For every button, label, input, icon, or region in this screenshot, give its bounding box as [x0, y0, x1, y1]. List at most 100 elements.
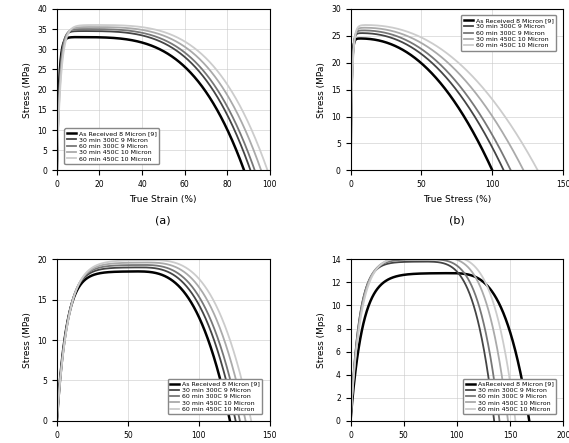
30 min 450C 10 Micron [485, 109, 492, 114]
60 min 450C 10 Micron [205, 289, 212, 295]
30 min 450C 10 Micron [417, 40, 424, 45]
30 min 450C 10 Micron [417, 254, 423, 260]
AsReceived 8 Micron [9] [490, 291, 497, 296]
As Received 8 Micron [9] [73, 35, 80, 40]
Line: 60 min 450C 10 Micron: 60 min 450C 10 Micron [57, 260, 251, 421]
As Received 8 Micron [9] [460, 113, 467, 119]
30 min 450C 10 Micron [347, 168, 354, 173]
60 min 300C 9 Micron [72, 288, 79, 294]
30 min 450C 10 Micron [520, 168, 527, 173]
60 min 300C 9 Micron [463, 274, 470, 280]
60 min 300C 9 Micron [419, 256, 426, 262]
Line: 30 min 450C 10 Micron: 30 min 450C 10 Micron [351, 28, 523, 171]
Y-axis label: Stress (MPa): Stress (MPa) [316, 62, 325, 117]
60 min 300C 9 Micron [200, 301, 207, 307]
30 min 300C 9 Micron [409, 45, 416, 51]
60 min 450C 10 Micron [218, 74, 225, 79]
60 min 450C 10 Micron [139, 257, 146, 263]
30 min 300C 9 Micron [126, 265, 133, 270]
As Received 8 Micron [9] [458, 109, 465, 115]
30 min 300C 9 Micron [347, 168, 354, 173]
30 min 450C 10 Micron [470, 271, 477, 276]
30 min 300C 9 Micron [139, 33, 146, 38]
60 min 300C 9 Micron [347, 418, 354, 424]
60 min 300C 9 Micron [362, 287, 369, 292]
AsReceived 8 Micron [9] [443, 271, 450, 276]
As Received 8 Micron [9] [71, 35, 77, 40]
30 min 300C 9 Micron [208, 85, 215, 90]
30 min 450C 10 Micron [423, 44, 430, 49]
60 min 300C 9 Micron [466, 279, 473, 284]
Line: 60 min 300C 9 Micron: 60 min 300C 9 Micron [351, 259, 500, 421]
Text: (b): (b) [449, 216, 465, 225]
30 min 300C 9 Micron [132, 31, 139, 37]
Line: 30 min 300C 9 Micron: 30 min 300C 9 Micron [351, 33, 504, 171]
30 min 300C 9 Micron [247, 168, 254, 173]
60 min 300C 9 Micron [418, 46, 424, 51]
Text: (a): (a) [155, 216, 171, 225]
60 min 450C 10 Micron [347, 168, 354, 173]
30 min 300C 9 Micron [469, 111, 476, 117]
AsReceived 8 Micron [9] [419, 271, 426, 276]
30 min 300C 9 Micron [462, 281, 469, 287]
60 min 450C 10 Micron [366, 23, 373, 28]
30 min 450C 10 Micron [53, 168, 60, 173]
30 min 300C 9 Micron [72, 290, 79, 295]
60 min 450C 10 Micron [199, 51, 205, 57]
60 min 450C 10 Micron [187, 268, 194, 273]
60 min 450C 10 Micron [430, 253, 437, 258]
60 min 450C 10 Micron [493, 102, 500, 108]
30 min 300C 9 Micron [196, 303, 203, 309]
30 min 300C 9 Micron [75, 28, 81, 34]
30 min 450C 10 Micron [258, 168, 265, 173]
Line: 30 min 450C 10 Micron: 30 min 450C 10 Micron [57, 263, 246, 421]
30 min 300C 9 Micron [490, 418, 497, 424]
30 min 300C 9 Micron [176, 277, 183, 282]
30 min 450C 10 Micron [466, 83, 473, 88]
60 min 450C 10 Micron [73, 286, 80, 291]
30 min 300C 9 Micron [347, 418, 354, 424]
30 min 450C 10 Micron [473, 276, 480, 281]
As Received 8 Micron [9] [356, 36, 362, 41]
60 min 450C 10 Micron [414, 253, 420, 259]
Y-axis label: Stress (Mps): Stress (Mps) [316, 312, 325, 368]
60 min 450C 10 Micron [497, 107, 504, 113]
30 min 450C 10 Micron [363, 286, 370, 291]
60 min 300C 9 Micron [407, 257, 414, 262]
As Received 8 Micron [9] [347, 168, 354, 173]
30 min 450C 10 Micron [425, 254, 432, 260]
Line: 30 min 450C 10 Micron: 30 min 450C 10 Micron [57, 27, 261, 171]
60 min 300C 9 Micron [53, 168, 60, 173]
30 min 300C 9 Micron [53, 418, 60, 424]
30 min 300C 9 Micron [132, 265, 139, 270]
60 min 300C 9 Micron [134, 262, 141, 268]
As Received 8 Micron [9] [123, 269, 130, 274]
30 min 450C 10 Micron [81, 24, 88, 30]
30 min 450C 10 Micron [455, 258, 462, 263]
30 min 450C 10 Micron [204, 298, 211, 303]
30 min 300C 9 Micron [459, 276, 466, 282]
30 min 450C 10 Micron [73, 288, 80, 293]
AsReceived 8 Micron [9] [470, 273, 477, 279]
60 min 450C 10 Micron [534, 168, 541, 173]
30 min 300C 9 Micron [193, 298, 200, 303]
AsReceived 8 Micron [9] [347, 418, 354, 424]
30 min 450C 10 Micron [75, 25, 81, 30]
As Received 8 Micron [9] [53, 168, 60, 173]
60 min 450C 10 Micron [222, 79, 229, 84]
60 min 450C 10 Micron [512, 418, 519, 424]
60 min 450C 10 Micron [423, 37, 430, 43]
30 min 300C 9 Micron [452, 86, 459, 92]
60 min 450C 10 Micron [460, 256, 467, 262]
30 min 450C 10 Micron [201, 292, 208, 298]
60 min 450C 10 Micron [420, 253, 427, 259]
60 min 300C 9 Micron [74, 27, 81, 32]
Legend: As Received 8 Micron [9], 30 min 300C 9 Micron, 60 min 300C 9 Micron, 30 min 450: As Received 8 Micron [9], 30 min 300C 9 … [461, 15, 556, 51]
60 min 300C 9 Micron [358, 28, 365, 33]
30 min 450C 10 Micron [137, 27, 143, 32]
30 min 300C 9 Micron [417, 259, 423, 264]
60 min 300C 9 Micron [77, 27, 84, 32]
30 min 450C 10 Micron [347, 418, 354, 424]
60 min 300C 9 Micron [251, 168, 258, 173]
30 min 300C 9 Micron [500, 168, 507, 173]
